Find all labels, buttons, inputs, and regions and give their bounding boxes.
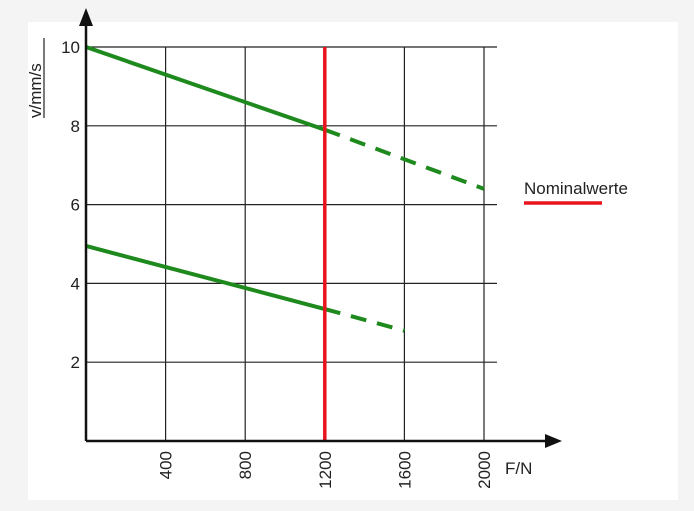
- x-axis-arrow: [545, 434, 562, 448]
- x-tick-label-1600: 1600: [395, 451, 414, 489]
- chart-background: [28, 22, 678, 500]
- series-upper-solid: [85, 45, 326, 132]
- y-tick-label-8: 8: [71, 117, 80, 136]
- y-tick-label-10: 10: [61, 38, 80, 57]
- x-axis-label: F/N: [505, 459, 532, 478]
- x-tick-label-800: 800: [236, 451, 255, 479]
- y-tick-label-4: 4: [71, 274, 80, 293]
- y-axis-label: v/mm/s: [26, 63, 45, 118]
- series-upper-dashed: [324, 127, 485, 191]
- axes: [43, 8, 562, 448]
- series-lower-solid: [85, 244, 326, 311]
- y-tick-label-2: 2: [71, 353, 80, 372]
- x-tick-label-2000: 2000: [475, 451, 494, 489]
- x-tick-label-1200: 1200: [316, 451, 335, 489]
- tick-labels: 2 4 6 8 10 400 800 1200 1600 2000: [61, 38, 494, 489]
- x-tick-label-400: 400: [157, 451, 176, 479]
- legend: Nominalwerte: [524, 179, 628, 205]
- series-layer: [85, 45, 485, 441]
- series-lower-dashed: [324, 307, 405, 333]
- y-axis-arrow: [79, 8, 93, 26]
- legend-label-nominalwerte: Nominalwerte: [524, 179, 628, 198]
- y-tick-label-6: 6: [71, 196, 80, 215]
